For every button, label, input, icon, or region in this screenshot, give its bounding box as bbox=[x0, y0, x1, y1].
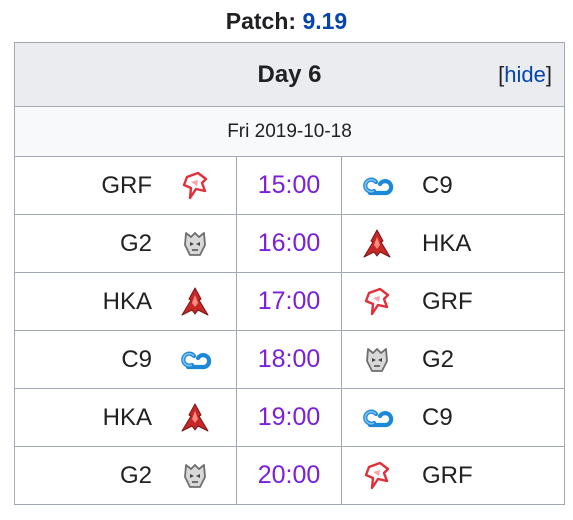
match-row: HKA 17:00 GRF bbox=[14, 272, 566, 331]
match-time: 15:00 bbox=[236, 156, 342, 215]
patch-heading: Patch: 9.19 bbox=[0, 6, 573, 36]
g2-logo-icon bbox=[360, 343, 394, 377]
match-row: C9 18:00 G2 bbox=[14, 330, 566, 389]
match-time: 20:00 bbox=[236, 446, 342, 505]
team-right-name: HKA bbox=[422, 229, 472, 257]
match-row: HKA 19:00 C9 bbox=[14, 388, 566, 447]
day-header: Day 6 [hide] bbox=[13, 42, 566, 107]
c9-logo-icon bbox=[360, 401, 394, 435]
team-right: G2 bbox=[340, 330, 566, 389]
team-left-name: HKA bbox=[102, 287, 152, 315]
match-time: 18:00 bbox=[236, 330, 342, 389]
team-right-name: GRF bbox=[422, 461, 473, 489]
g2-logo-icon bbox=[178, 459, 212, 493]
team-left-name: G2 bbox=[119, 229, 152, 257]
match-row: G2 20:00 GRF bbox=[14, 446, 566, 505]
c9-logo-icon bbox=[360, 169, 394, 203]
team-right: GRF bbox=[340, 272, 566, 331]
hka-logo-icon bbox=[178, 285, 212, 319]
hide-link[interactable]: hide bbox=[504, 62, 546, 87]
team-right: C9 bbox=[340, 156, 566, 215]
team-left-name: HKA bbox=[102, 403, 152, 431]
hka-logo-icon bbox=[360, 227, 394, 261]
team-left-name: C9 bbox=[121, 345, 152, 373]
team-left: GRF bbox=[14, 156, 237, 215]
hka-logo-icon bbox=[178, 401, 212, 435]
grf-logo-icon bbox=[178, 169, 212, 203]
hide-bracket-open: [ bbox=[498, 62, 505, 87]
patch-label: Patch: bbox=[225, 8, 297, 34]
team-right: C9 bbox=[340, 388, 566, 447]
team-left: HKA bbox=[14, 388, 237, 447]
team-left: G2 bbox=[14, 446, 237, 505]
team-right: HKA bbox=[340, 214, 566, 273]
day-title: Day 6 bbox=[257, 61, 322, 88]
team-right-name: C9 bbox=[422, 171, 453, 199]
match-list: GRF 15:00 C9 G2 16:00 HKA HKA 17:00 GRF C9 18:00 G2… bbox=[14, 156, 566, 505]
patch-version-link[interactable]: 9.19 bbox=[302, 8, 348, 34]
hide-toggle[interactable]: [hide] bbox=[498, 43, 552, 106]
team-right: GRF bbox=[340, 446, 566, 505]
team-left: HKA bbox=[14, 272, 237, 331]
team-right-name: GRF bbox=[422, 287, 473, 315]
schedule-table: Day 6 [hide] Fri 2019-10-18 GRF 15:00 C9 G2… bbox=[13, 42, 566, 505]
team-right-name: C9 bbox=[422, 403, 453, 431]
match-row: GRF 15:00 C9 bbox=[14, 156, 566, 215]
g2-logo-icon bbox=[178, 227, 212, 261]
team-left-name: G2 bbox=[119, 461, 152, 489]
match-row: G2 16:00 HKA bbox=[14, 214, 566, 273]
c9-logo-icon bbox=[178, 343, 212, 377]
grf-logo-icon bbox=[360, 459, 394, 493]
match-time: 19:00 bbox=[236, 388, 342, 447]
team-left: C9 bbox=[14, 330, 237, 389]
match-time: 17:00 bbox=[236, 272, 342, 331]
hide-bracket-close: ] bbox=[545, 62, 553, 87]
match-date: Fri 2019-10-18 bbox=[13, 106, 566, 157]
grf-logo-icon bbox=[360, 285, 394, 319]
team-left-name: GRF bbox=[101, 171, 152, 199]
match-time: 16:00 bbox=[236, 214, 342, 273]
team-left: G2 bbox=[14, 214, 237, 273]
team-right-name: G2 bbox=[422, 345, 455, 373]
